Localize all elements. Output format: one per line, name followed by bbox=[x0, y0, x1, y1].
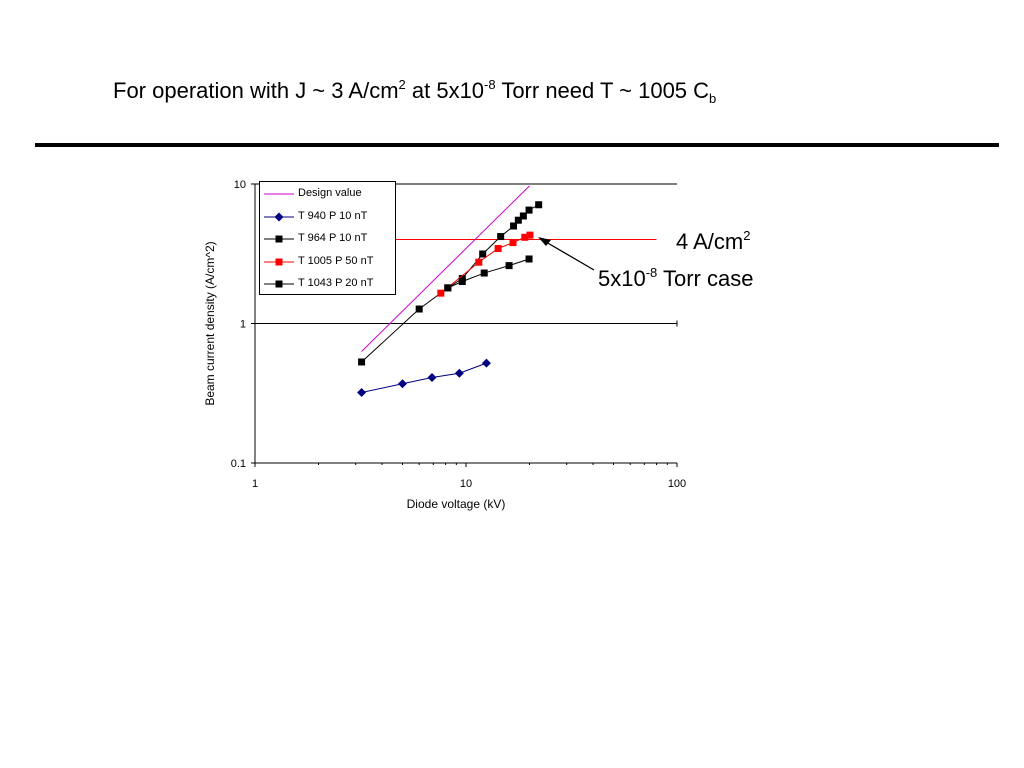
series-t1043-point bbox=[444, 284, 452, 292]
legend-entry: T 964 P 10 nT bbox=[260, 228, 395, 250]
title-mid-text: at 5x10 bbox=[405, 78, 485, 103]
x-tick-label: 1 bbox=[252, 478, 258, 490]
title-superscript-2: 2 bbox=[398, 77, 406, 92]
series-t1005-line bbox=[440, 234, 531, 294]
x-tick-label: 10 bbox=[460, 478, 472, 490]
annotation-pressure-case: 5x10-8 Torr case bbox=[598, 266, 753, 292]
title-superscript-exponent: -8 bbox=[484, 77, 496, 92]
series-t1043-point bbox=[525, 255, 533, 263]
series-t1005-point bbox=[521, 233, 529, 241]
series-t940-point bbox=[397, 379, 407, 389]
legend-swatch bbox=[264, 258, 294, 265]
title-main-text: For operation with J ~ 3 A/cm bbox=[113, 78, 399, 103]
series-t1005-point bbox=[526, 231, 534, 239]
y-tick-label: 0.1 bbox=[231, 458, 246, 470]
series-t964-point bbox=[514, 216, 522, 224]
legend-entry: T 1005 P 50 nT bbox=[260, 251, 395, 273]
legend-label: T 964 P 10 nT bbox=[298, 232, 368, 244]
series-t940-line bbox=[361, 362, 487, 394]
legend-swatch bbox=[264, 212, 294, 221]
legend-entry: T 1043 P 20 nT bbox=[260, 273, 395, 295]
annotation-case-suffix: Torr case bbox=[657, 266, 754, 291]
legend-label: Design value bbox=[298, 187, 362, 199]
series-t964-point bbox=[525, 206, 533, 214]
legend-swatch-marker bbox=[275, 235, 283, 243]
series-t964-point bbox=[497, 233, 505, 241]
y-tick-label: 10 bbox=[234, 179, 246, 191]
annotation-current-density: 4 A/cm2 bbox=[676, 229, 750, 255]
series-t1043-point bbox=[480, 269, 488, 277]
series-t964-point bbox=[358, 358, 366, 366]
series-t1005-point bbox=[509, 239, 517, 247]
annotation-case-sup: -8 bbox=[645, 265, 658, 280]
legend-label: T 1043 P 20 nT bbox=[298, 277, 374, 289]
annotation-arrowhead bbox=[538, 237, 551, 246]
legend-swatch bbox=[264, 280, 294, 288]
legend-entry: Design value bbox=[260, 183, 395, 205]
series-t964-point bbox=[535, 201, 543, 209]
legend-entry: T 940 P 10 nT bbox=[260, 206, 395, 228]
series-t964-point bbox=[519, 212, 527, 220]
x-tick-label: 100 bbox=[668, 478, 686, 490]
x-axis-label: Diode voltage (kV) bbox=[407, 497, 506, 511]
legend-label: T 940 P 10 nT bbox=[298, 209, 368, 222]
legend-swatch-marker bbox=[275, 258, 283, 265]
series-t940-point bbox=[481, 358, 491, 368]
series-t1005-point bbox=[437, 289, 445, 297]
y-axis-label: Beam current density (A/cm^2) bbox=[203, 241, 217, 405]
annotation-arrow-shaft bbox=[545, 241, 595, 271]
title-divider bbox=[35, 143, 999, 147]
series-design-value-line bbox=[361, 185, 530, 352]
title-subscript: b bbox=[709, 91, 717, 106]
y-tick-label: 1 bbox=[240, 319, 246, 331]
chart-legend: Design value T 940 P 10 nT T 964 P 10 nT T … bbox=[259, 181, 396, 295]
series-t1043-point bbox=[458, 278, 466, 286]
series-t1005-point bbox=[475, 258, 483, 266]
annotation-case-prefix: 5x10 bbox=[598, 266, 646, 291]
annotation-current-text: 4 A/cm bbox=[676, 229, 744, 254]
series-t1005-point bbox=[494, 244, 502, 252]
series-t940-point bbox=[427, 373, 437, 383]
series-t940-point bbox=[357, 388, 367, 398]
legend-swatch-marker bbox=[275, 280, 283, 288]
series-t1043-point bbox=[505, 262, 513, 270]
legend-swatch bbox=[264, 235, 294, 243]
series-t940-point bbox=[454, 368, 464, 378]
series-t964-point bbox=[510, 222, 518, 230]
series-t964-point bbox=[415, 305, 423, 313]
legend-swatch bbox=[264, 193, 294, 195]
legend-label: T 1005 P 50 nT bbox=[298, 254, 374, 267]
legend-swatch-marker bbox=[274, 212, 284, 221]
slide-title: For operation with J ~ 3 A/cm2 at 5x10-8… bbox=[113, 76, 716, 106]
title-end-text: Torr need T ~ 1005 C bbox=[495, 78, 710, 103]
series-t964-point bbox=[479, 250, 487, 258]
annotation-current-sup: 2 bbox=[743, 228, 751, 243]
